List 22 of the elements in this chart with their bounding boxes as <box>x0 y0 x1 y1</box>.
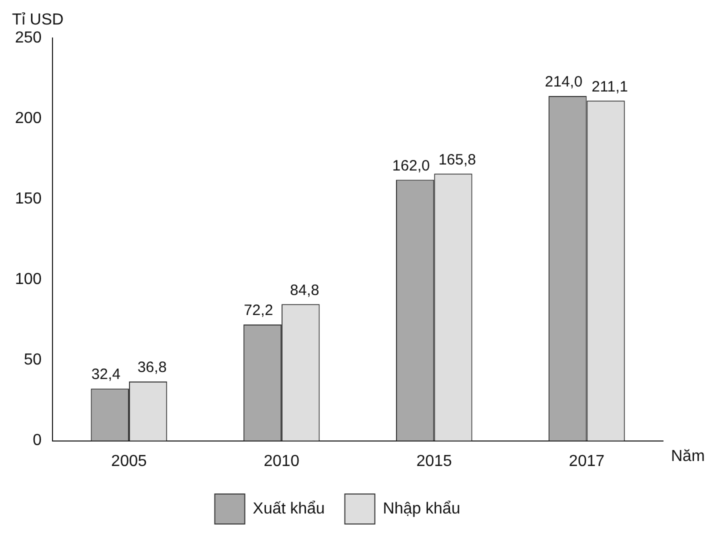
y-tick-label: 200 <box>14 110 42 127</box>
y-tick-label: 100 <box>14 271 42 288</box>
y-tick-label: 50 <box>24 352 42 369</box>
y-tick-label: 150 <box>14 190 42 208</box>
y-tick-label: 250 <box>14 29 42 46</box>
data-label: 214,0 <box>544 74 582 91</box>
data-label: 72,2 <box>244 302 274 320</box>
legend-label: Xuất khẩu <box>252 500 325 518</box>
y-axis-title: Tỉ USD <box>12 11 64 28</box>
x-tick-label: 2005 <box>111 452 147 470</box>
x-tick-label: 2017 <box>568 452 605 470</box>
x-tick-label: 2010 <box>264 452 300 470</box>
legend-label: Nhập khẩu <box>382 500 460 518</box>
data-label: 84,8 <box>290 282 320 299</box>
data-label: 165,8 <box>438 151 476 168</box>
data-label: 211,1 <box>592 78 628 96</box>
data-label: 36,8 <box>137 359 167 376</box>
y-tick-label: 0 <box>32 432 42 450</box>
x-tick-label: 2015 <box>416 452 452 470</box>
x-axis-title: Năm <box>671 448 705 466</box>
data-label: 32,4 <box>91 366 121 384</box>
data-label: 162,0 <box>392 157 430 174</box>
